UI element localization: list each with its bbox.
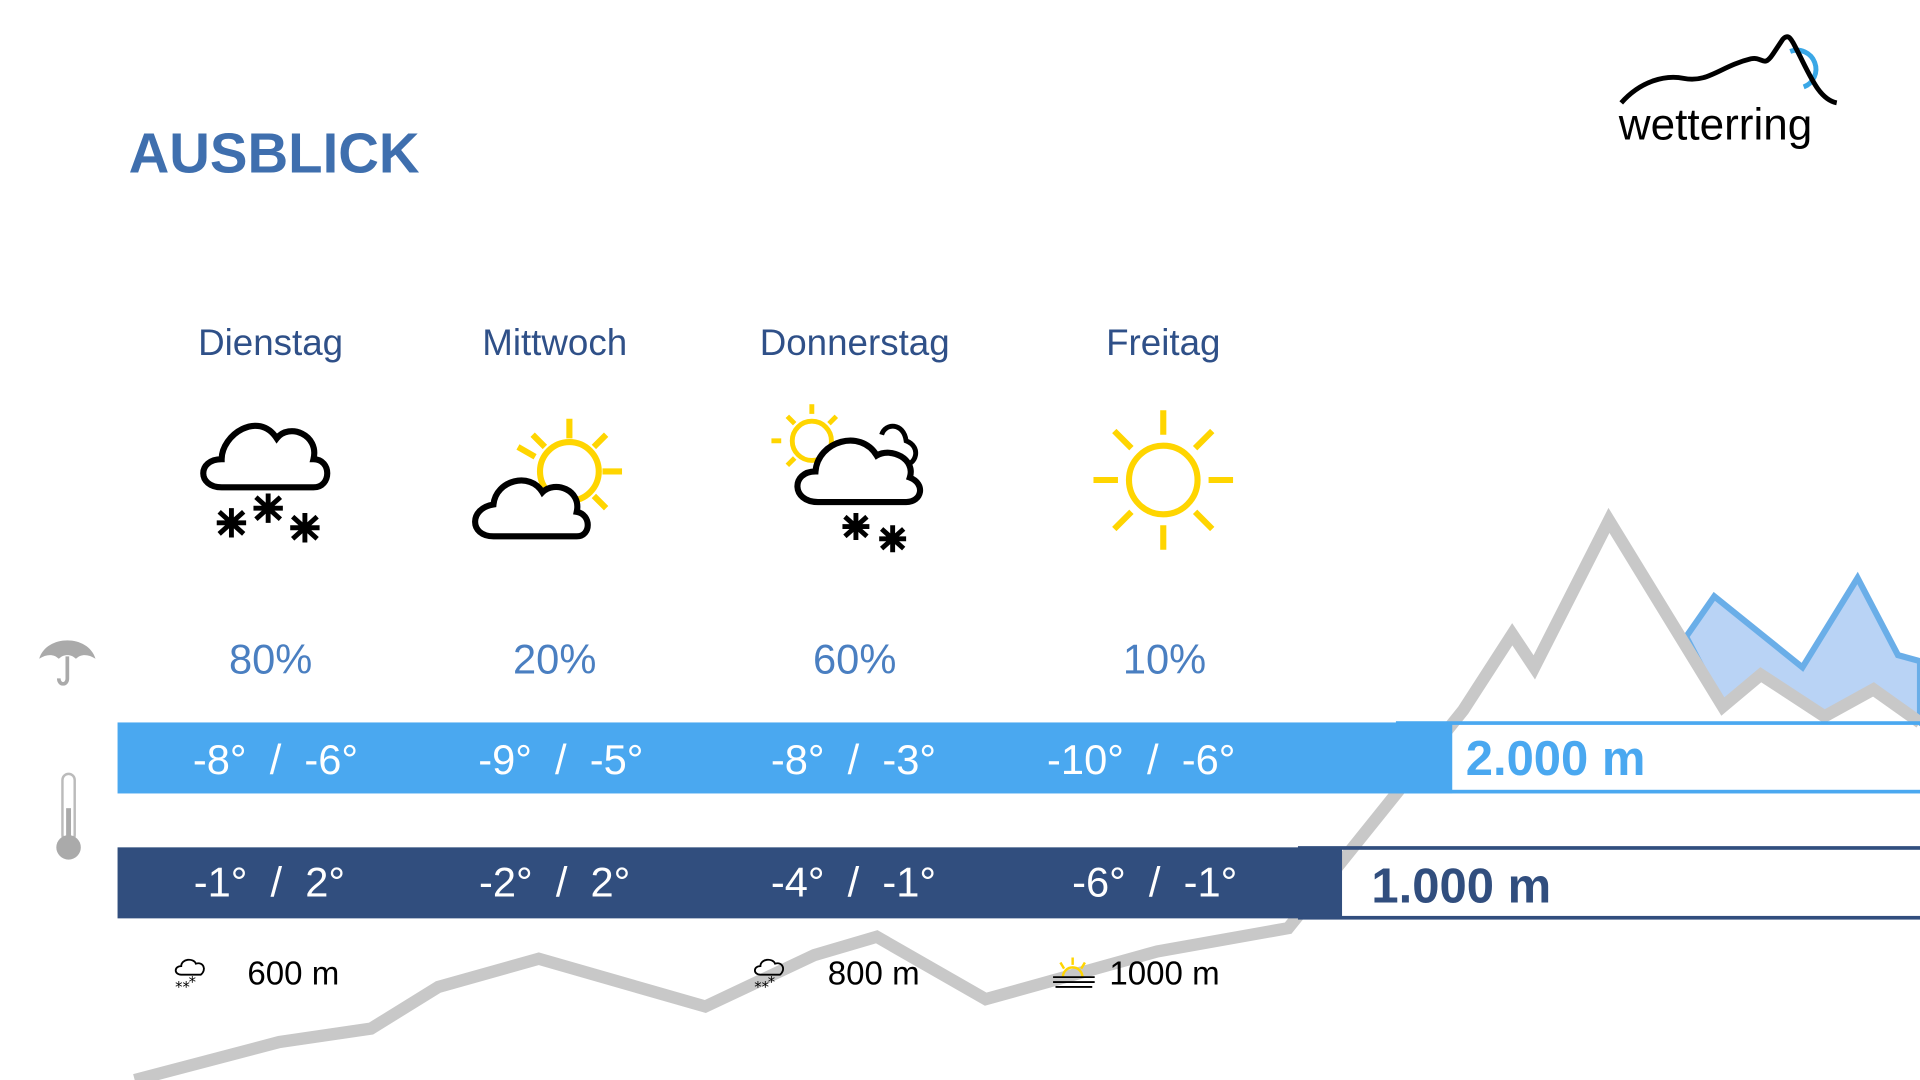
snow-cloud-icon — [200, 422, 331, 543]
snow-line: 800 m — [827, 955, 920, 992]
altitude-line-low — [1297, 846, 1920, 850]
precip-probability: 10% — [1122, 636, 1207, 684]
temp-2000m: -9° / -5° — [478, 737, 644, 784]
svg-text:**: ** — [754, 979, 769, 994]
temp-1000m: -2° / 2° — [479, 859, 631, 907]
altitude-label-low: 1.000 m — [1371, 859, 1552, 914]
sun-behind-cloud-icon — [472, 418, 623, 540]
altitude-line-high — [1395, 721, 1920, 725]
temp-2000m: -10° / -6° — [1047, 737, 1236, 784]
day-name: Freitag — [1106, 323, 1221, 364]
snow-line: 600 m — [247, 955, 340, 992]
temp-2000m: -8° / -3° — [770, 737, 937, 784]
fog-sun-icon — [1053, 957, 1095, 988]
temp-2000m: -8° / -6° — [192, 737, 359, 784]
precip-probability: 20% — [513, 636, 597, 684]
temp-1000m: -6° / -1° — [1072, 859, 1238, 907]
wetterring-logo: wetterring — [1618, 34, 1838, 150]
snow-cloud-icon: *** — [754, 958, 784, 994]
altitude-line-high — [1395, 789, 1920, 794]
snow-line: 1000 m — [1109, 955, 1220, 992]
temp-1000m: -4° / -1° — [770, 859, 937, 907]
page-title: AUSBLICK — [128, 121, 420, 185]
svg-text:**: ** — [175, 979, 190, 994]
day-name: Dienstag — [198, 323, 344, 364]
day-name: Donnerstag — [759, 323, 950, 364]
temperature-bar-1000m — [117, 847, 1343, 919]
svg-text:*: * — [768, 974, 775, 991]
altitude-line-low — [1297, 915, 1920, 920]
sun-cloud-snow-icon — [771, 404, 923, 553]
precip-probability: 60% — [813, 636, 897, 684]
svg-text:*: * — [189, 974, 196, 991]
temp-1000m: -1° / 2° — [193, 859, 346, 907]
precip-probability: 80% — [228, 636, 313, 684]
temperature-bar-2000m — [117, 722, 1453, 794]
sun-icon — [1093, 410, 1234, 550]
mountain-line — [133, 507, 1920, 1080]
thermometer-icon — [56, 772, 81, 860]
day-name: Mittwoch — [482, 323, 628, 364]
altitude-label-high: 2.000 m — [1465, 732, 1646, 787]
snow-cloud-icon: *** — [174, 958, 205, 994]
umbrella-icon — [39, 640, 96, 686]
logo-text: wetterring — [1618, 101, 1813, 150]
